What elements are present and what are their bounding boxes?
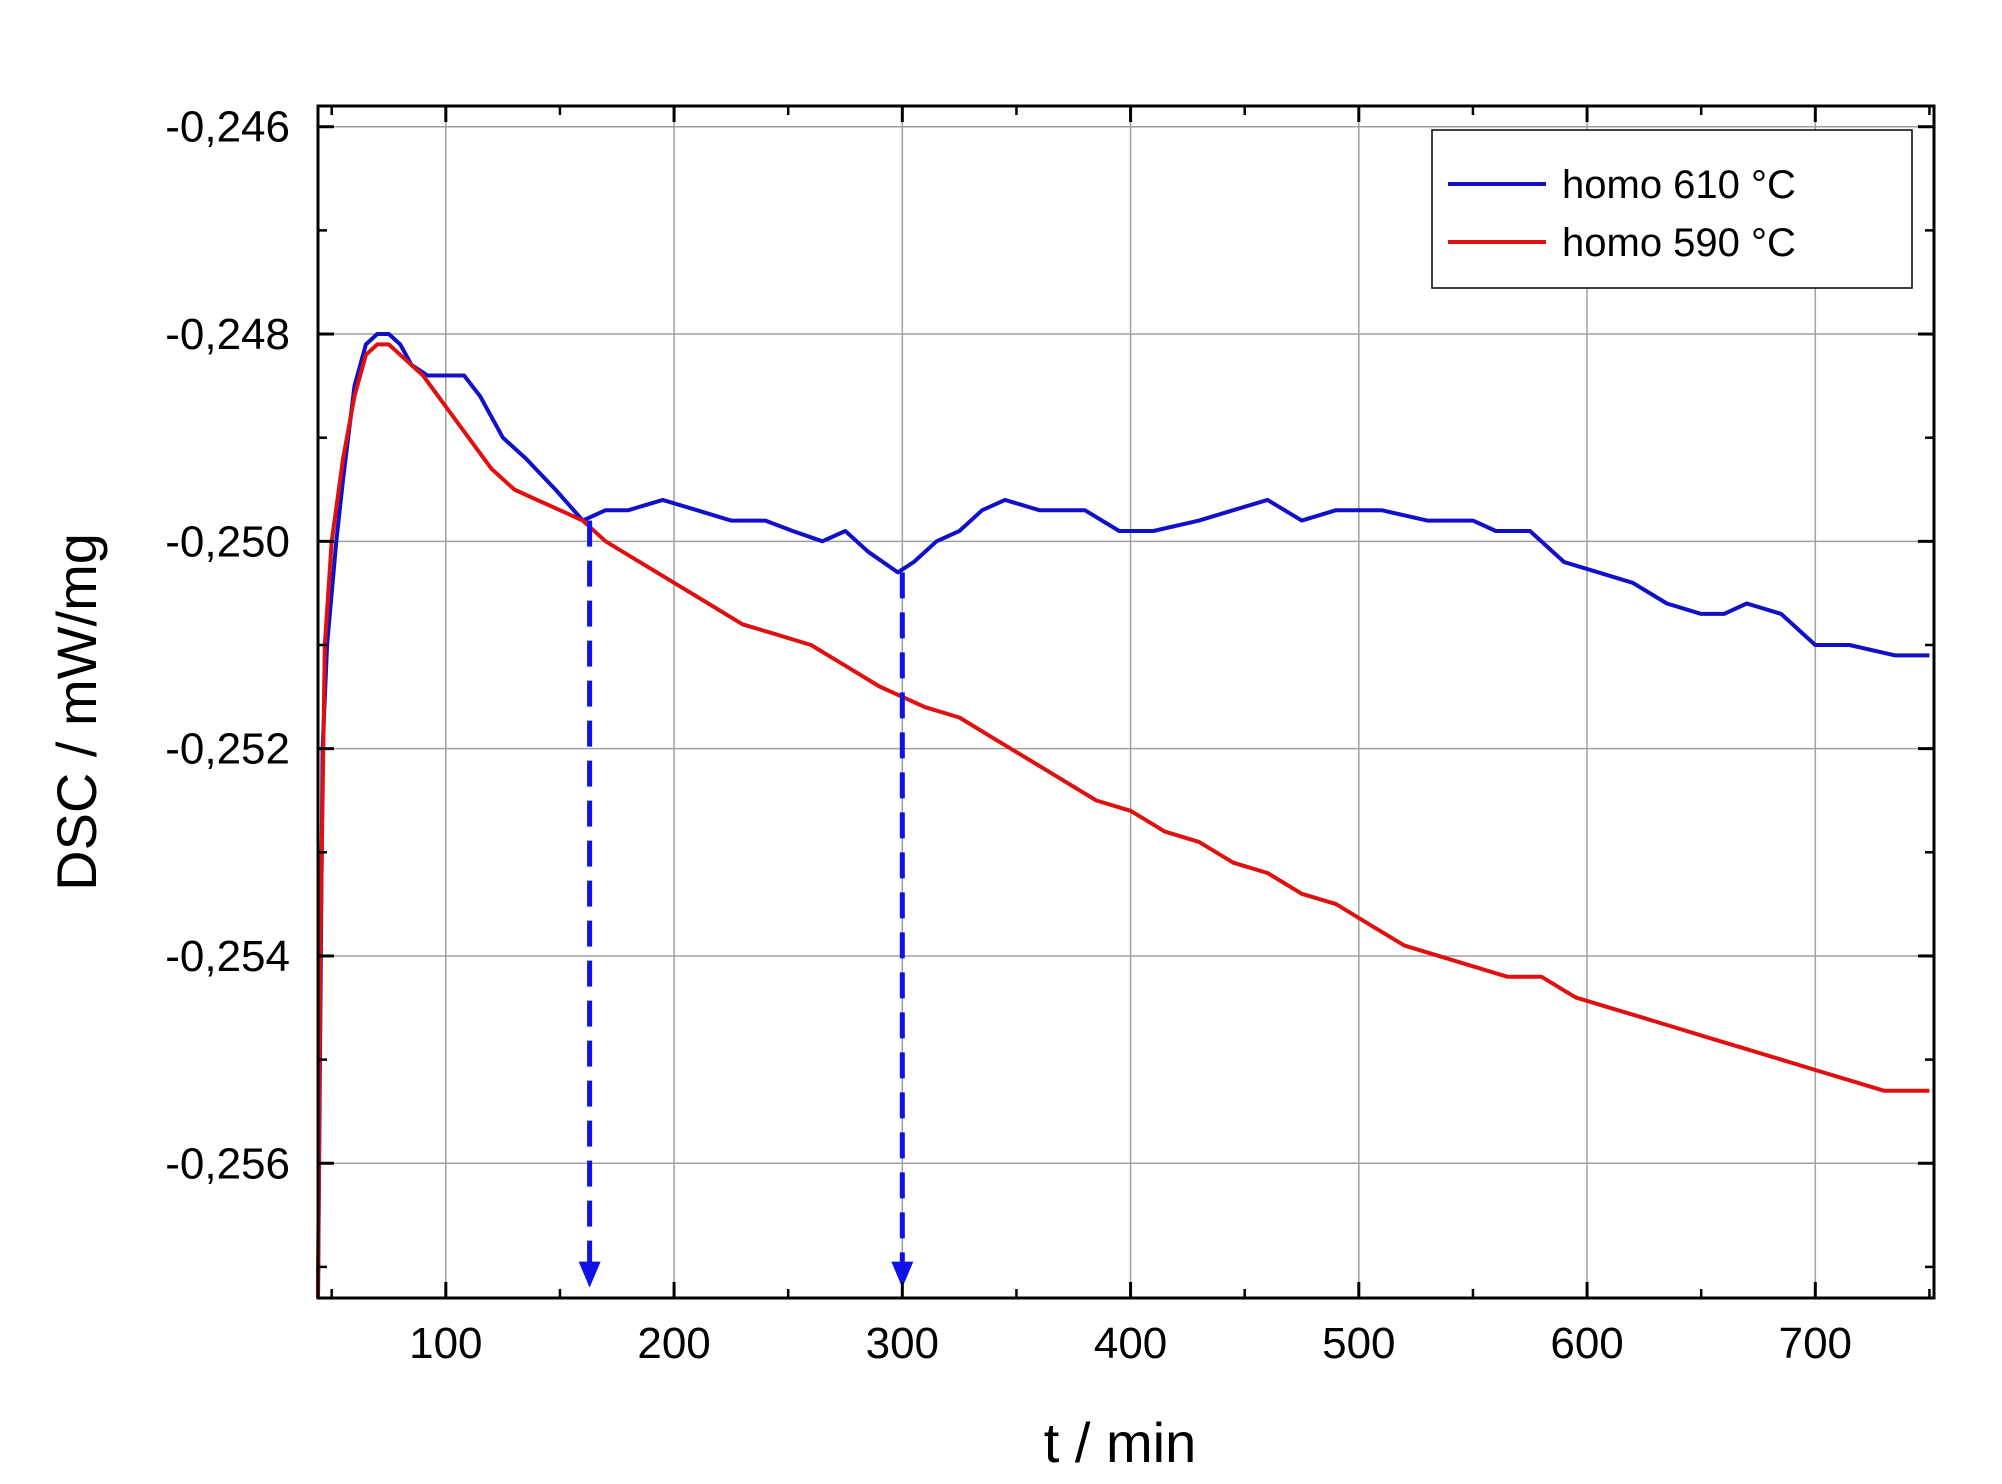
tick-label-layer: 100 200 300 400 500 600 700 -0,246 -0,248 -0,250 -… xyxy=(165,103,1852,1368)
y-tick-label: -0,248 xyxy=(165,310,290,359)
x-tick-label: 600 xyxy=(1550,1319,1623,1368)
tick-layer xyxy=(318,106,1934,1298)
x-tick-label: 700 xyxy=(1779,1319,1852,1368)
x-tick-label: 400 xyxy=(1094,1319,1167,1368)
y-tick-label: -0,256 xyxy=(165,1139,290,1188)
x-tick-label: 500 xyxy=(1322,1319,1395,1368)
x-tick-label: 300 xyxy=(866,1319,939,1368)
series-line-1 xyxy=(316,342,1930,1299)
plot-frame xyxy=(316,104,1936,1300)
legend-box xyxy=(1431,129,1913,289)
x-axis-title: t / min xyxy=(1044,1411,1196,1474)
y-tick-label: -0,246 xyxy=(165,103,290,152)
legend-label-homo-590: homo 590 °C xyxy=(1562,221,1796,265)
arrow-head-0 xyxy=(578,1261,601,1288)
y-tick-label: -0,254 xyxy=(165,932,290,981)
x-tick-label: 100 xyxy=(409,1319,482,1368)
arrow-head-1 xyxy=(891,1261,914,1288)
series-layer xyxy=(316,332,1930,1299)
annotation-layer xyxy=(578,520,914,1288)
series-line-0 xyxy=(316,332,1930,1299)
x-tick-label: 200 xyxy=(637,1319,710,1368)
y-tick-label: -0,250 xyxy=(165,517,290,566)
legend-label-homo-610: homo 610 °C xyxy=(1562,163,1796,207)
legend: homo 610 °C homo 590 °C xyxy=(1431,129,1913,289)
grid-layer xyxy=(318,106,1934,1298)
y-tick-label: -0,252 xyxy=(165,725,290,774)
y-axis-title: DSC / mW/mg xyxy=(45,533,108,891)
